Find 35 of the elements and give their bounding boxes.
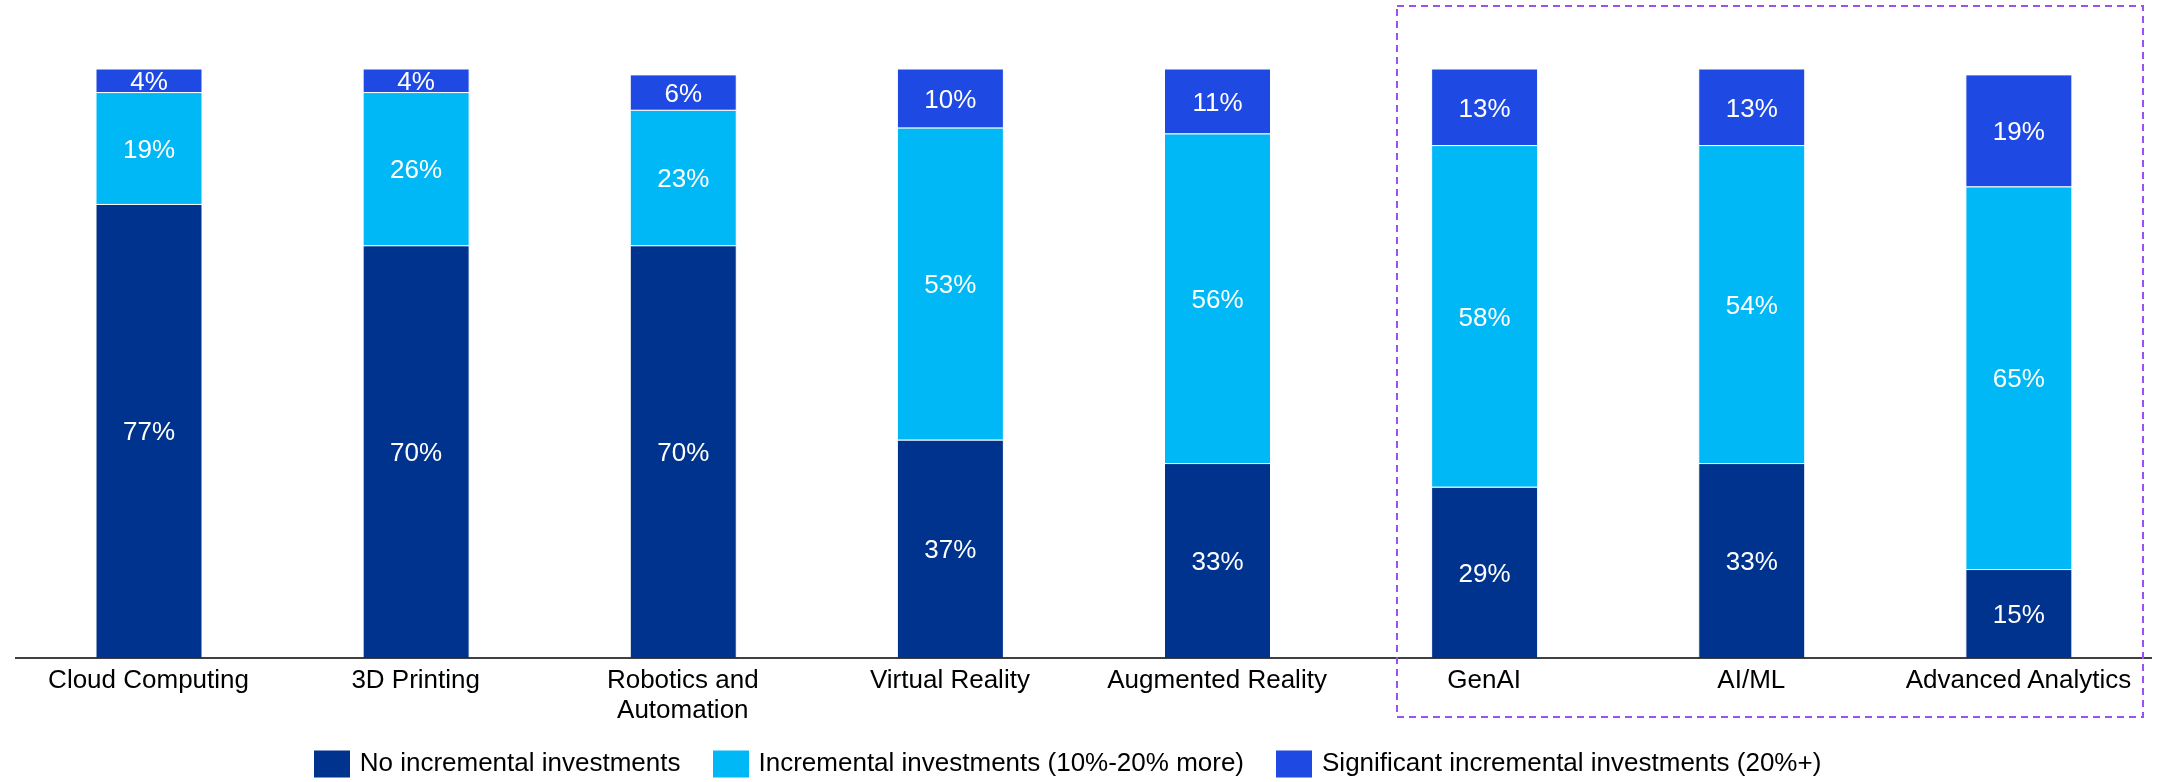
data-label: 37% (924, 534, 977, 565)
data-label: 54% (1725, 289, 1778, 320)
data-label: 15% (1992, 598, 2045, 629)
x-tick-label: Virtual Reality (869, 664, 1030, 695)
data-label: 26% (390, 154, 443, 185)
data-label: 23% (657, 163, 710, 194)
legend-label: No incremental investments (359, 746, 681, 777)
data-label: 6% (664, 77, 703, 108)
data-label: 4% (397, 66, 435, 97)
x-tick-label: Cloud Computing (48, 664, 250, 695)
data-label: 19% (1992, 116, 2045, 147)
data-label: 56% (1191, 283, 1244, 314)
data-label: 77% (122, 416, 176, 447)
data-label: 13% (1458, 92, 1511, 123)
data-label: 29% (1458, 557, 1511, 588)
x-tick-label: Advanced Analytics (1905, 664, 2132, 695)
data-label: 11% (1192, 86, 1243, 117)
x-tick-label: Augmented Reality (1107, 664, 1327, 695)
x-tick-label: 3D Printing (351, 664, 480, 695)
x-tick-label: Robotics and Automation (606, 664, 759, 725)
data-label: 19% (122, 133, 176, 164)
data-label: 33% (1191, 545, 1244, 576)
data-label: 53% (924, 269, 977, 300)
x-tick-label: GenAI (1447, 664, 1522, 695)
data-label: 33% (1725, 545, 1778, 576)
data-label: 58% (1458, 301, 1511, 332)
legend-label: Incremental investments (10%-20% more) (758, 746, 1245, 777)
x-tick-label: AI/ML (1717, 664, 1786, 695)
data-label: 13% (1725, 92, 1778, 123)
data-label: 65% (1992, 363, 2045, 394)
legend-label: Significant incremental investments (20%+) (1322, 746, 1822, 777)
data-label: 4% (130, 66, 168, 97)
data-label: 70% (657, 437, 710, 467)
data-label: 70% (390, 437, 443, 467)
data-label: 10% (924, 83, 977, 114)
